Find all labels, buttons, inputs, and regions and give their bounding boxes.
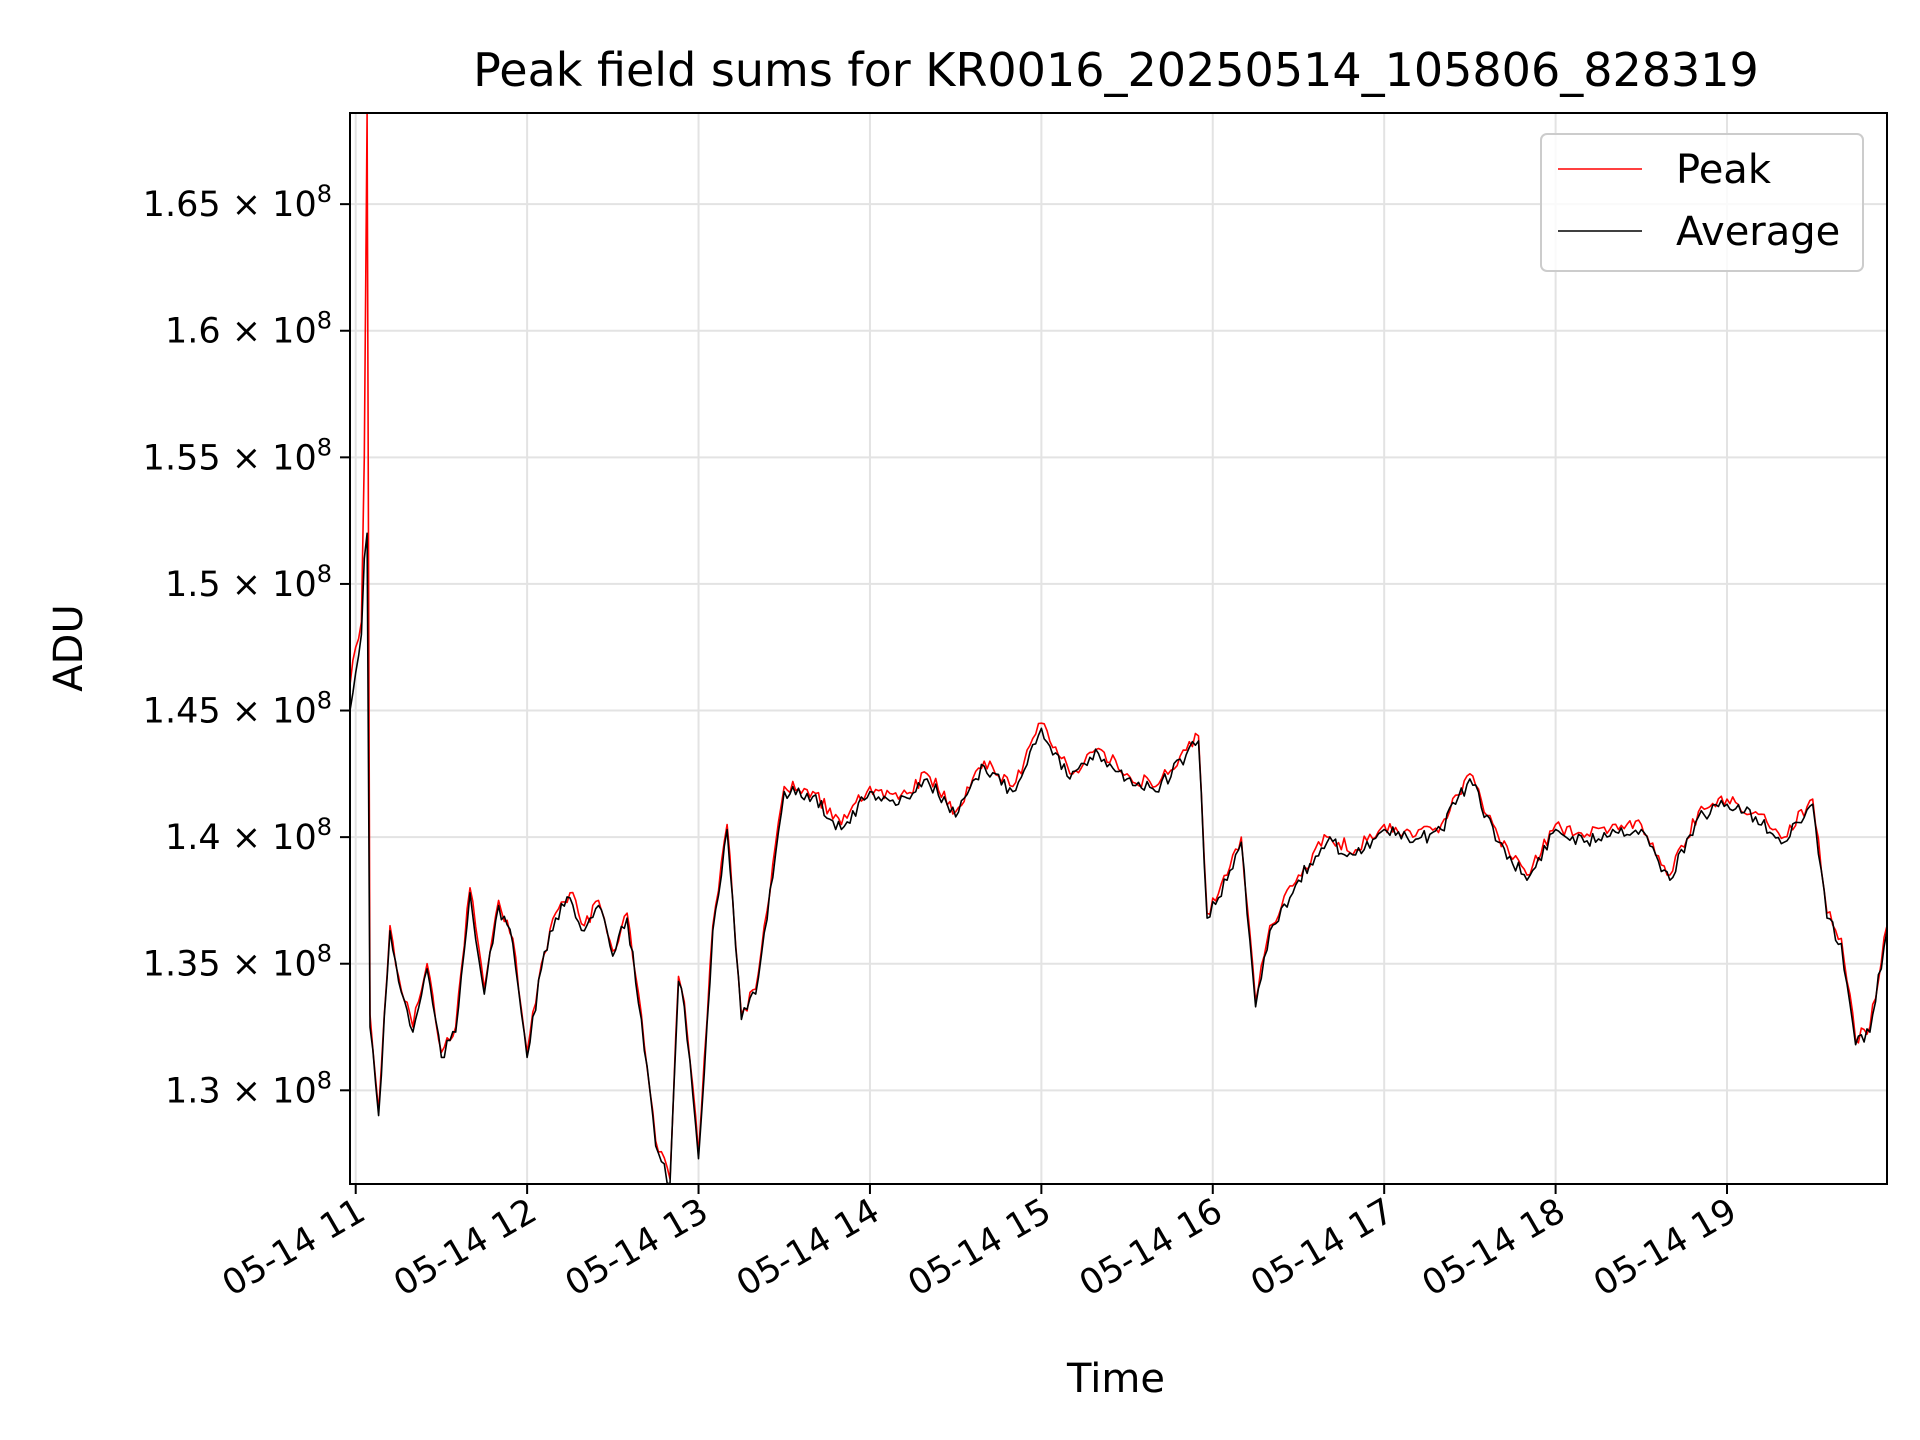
y-tick-label: 1.3 × 108 <box>165 1066 332 1111</box>
legend-label-peak: Peak <box>1676 147 1772 193</box>
y-tick-label: 1.35 × 108 <box>143 940 332 985</box>
chart-title: Peak field sums for KR0016_20250514_1058… <box>473 43 1759 97</box>
plot-background <box>350 113 1887 1184</box>
y-tick-label: 1.5 × 108 <box>165 560 332 605</box>
y-tick-label: 1.45 × 108 <box>143 687 332 732</box>
series-line-average <box>349 532 1888 1185</box>
legend-label-average: Average <box>1676 209 1840 255</box>
y-axis: 1.3 × 108 1.35 × 108 1.4 × 108 1.45 × 108 1.… <box>143 180 350 1111</box>
legend: Peak Average <box>1540 133 1864 272</box>
plot-frame <box>349 112 1888 1185</box>
y-gridlines <box>350 203 1887 1092</box>
y-tick-label: 1.65 × 108 <box>143 180 332 225</box>
y-tick-label: 1.55 × 108 <box>143 433 332 478</box>
series-layer <box>349 112 1888 1185</box>
plot-area <box>349 112 1888 1185</box>
x-axis-title: Time <box>1066 1356 1165 1402</box>
y-tick-label: 1.4 × 108 <box>165 813 332 858</box>
x-gridlines <box>354 113 1729 1184</box>
y-axis-title: ADU <box>46 604 92 691</box>
y-tick-label: 1.6 × 108 <box>165 307 332 352</box>
